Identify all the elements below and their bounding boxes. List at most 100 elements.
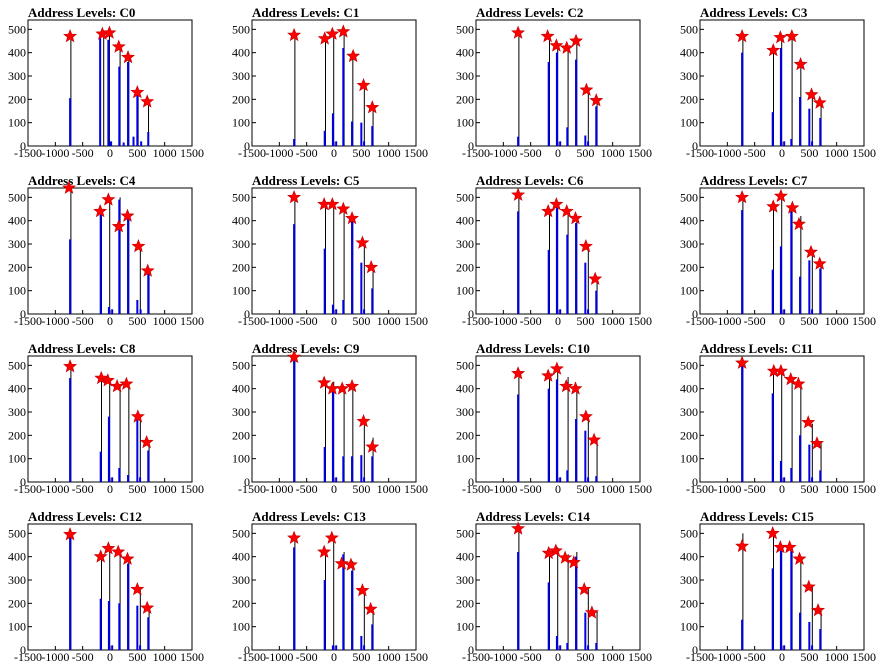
x-tick-label: 0 <box>555 146 561 160</box>
peak-marker <box>287 190 302 204</box>
peak-marker <box>287 349 302 364</box>
x-tick-label: -500 <box>744 314 766 328</box>
x-tick-label: 1000 <box>153 650 177 664</box>
peak-marker <box>566 555 581 569</box>
x-tick-label: 1500 <box>628 650 652 664</box>
peak-marker <box>541 368 556 382</box>
x-tick-label: 0 <box>555 650 561 664</box>
y-tick-label: 400 <box>456 46 474 60</box>
y-tick-label: 100 <box>456 116 474 130</box>
chart-panel: Address Levels: C3 -1500 -1000 -500 0 500 1000… <box>672 0 896 168</box>
peak-marker <box>111 39 126 53</box>
histogram-plot: -1500 -1000 -500 0 500 1000 1500 0 100 200 300 400 5… <box>232 19 428 160</box>
chart-panel: Address Levels: C4 -1500 -1000 -500 0 500 1000… <box>0 168 224 336</box>
x-tick-label: -1500 <box>238 146 266 160</box>
peak-marker <box>287 27 302 42</box>
chart-title: Address Levels: C11 <box>700 341 814 356</box>
y-tick-label: 200 <box>456 260 474 274</box>
y-tick-label: 400 <box>8 214 26 228</box>
histogram-plot: -1500 -1000 -500 0 500 1000 1500 0 100 200 300 400 5… <box>8 180 204 328</box>
x-tick-label: 1500 <box>628 314 652 328</box>
peak-marker <box>801 415 816 429</box>
x-tick-label: 500 <box>800 482 818 496</box>
y-tick-label: 0 <box>692 139 698 153</box>
peak-marker <box>784 29 799 43</box>
peak-marker <box>579 82 594 96</box>
x-tick-label: -500 <box>72 314 94 328</box>
chart-panel: Address Levels: C2 -1500 -1000 -500 0 500 1000… <box>448 0 672 168</box>
x-tick-label: -500 <box>72 146 94 160</box>
x-tick-label: 1000 <box>601 482 625 496</box>
x-tick-label: 0 <box>555 482 561 496</box>
y-tick-label: 300 <box>232 573 250 587</box>
peak-marker <box>365 439 380 453</box>
x-tick-label: 1500 <box>180 482 204 496</box>
y-tick-label: 100 <box>680 452 698 466</box>
peak-marker <box>793 57 808 71</box>
y-tick-label: 300 <box>232 405 250 419</box>
y-tick-label: 200 <box>232 260 250 274</box>
chart-title: Address Levels: C0 <box>28 5 136 20</box>
peak-marker <box>140 263 155 277</box>
x-tick-label: 500 <box>576 314 594 328</box>
x-tick-label: 1500 <box>404 482 428 496</box>
y-tick-label: 0 <box>20 643 26 657</box>
x-tick-label: -1000 <box>41 482 69 496</box>
x-tick-label: 500 <box>128 314 146 328</box>
y-tick-label: 400 <box>680 550 698 564</box>
peak-marker <box>810 436 824 450</box>
histogram-plot: -1500 -1000 -500 0 500 1000 1500 0 100 200 300 400 5… <box>8 19 204 160</box>
chart-panel: Address Levels: C14 -1500 -1000 -500 0 500 100… <box>448 504 672 672</box>
peak-marker <box>568 211 583 225</box>
y-tick-label: 500 <box>232 190 250 204</box>
x-tick-label: 0 <box>555 314 561 328</box>
x-tick-label: 1500 <box>852 146 876 160</box>
chart-title: Address Levels: C3 <box>700 5 808 20</box>
peak-marker <box>549 197 564 211</box>
chart-title: Address Levels: C12 <box>28 509 142 524</box>
peak-marker <box>355 583 370 597</box>
y-tick-label: 500 <box>456 190 474 204</box>
x-tick-label: -500 <box>520 650 542 664</box>
x-tick-label: 1000 <box>825 314 849 328</box>
x-tick-label: -1500 <box>686 650 714 664</box>
peak-marker <box>336 201 351 215</box>
y-tick-label: 100 <box>232 284 250 298</box>
peak-marker <box>325 197 340 211</box>
peak-marker <box>140 600 155 614</box>
plot-frame <box>27 19 193 147</box>
peak-marker <box>804 244 818 259</box>
peak-marker <box>584 605 599 619</box>
peak-marker <box>785 200 800 214</box>
chart-panel: Address Levels: C1 -1500 -1000 -500 0 500 1000… <box>224 0 448 168</box>
x-tick-label: -1000 <box>265 146 293 160</box>
x-tick-label: -1500 <box>238 650 266 664</box>
x-tick-label: -500 <box>520 314 542 328</box>
chart-title: Address Levels: C5 <box>252 173 360 188</box>
y-tick-label: 500 <box>8 22 26 36</box>
x-tick-label: 500 <box>352 482 370 496</box>
peak-marker <box>101 541 116 555</box>
y-tick-label: 100 <box>456 284 474 298</box>
y-tick-label: 0 <box>468 307 474 321</box>
peak-marker <box>791 216 806 231</box>
x-tick-label: 500 <box>352 650 370 664</box>
x-tick-label: -1000 <box>489 650 517 664</box>
chart-panel: Address Levels: C0 -1500 -1000 -500 0 500 1000… <box>0 0 224 168</box>
peak-marker <box>317 375 332 389</box>
x-tick-label: 1000 <box>601 650 625 664</box>
x-tick-label: 1000 <box>153 482 177 496</box>
peak-marker <box>812 95 827 109</box>
peak-marker <box>94 370 109 385</box>
y-tick-label: 0 <box>692 307 698 321</box>
peak-marker <box>735 29 750 43</box>
peak-marker <box>110 379 125 393</box>
peak-marker <box>559 204 574 218</box>
x-tick-label: 0 <box>107 314 113 328</box>
x-tick-label: 1500 <box>180 314 204 328</box>
x-tick-label: 0 <box>107 146 113 160</box>
y-tick-label: 500 <box>456 358 474 372</box>
y-tick-label: 200 <box>8 596 26 610</box>
peak-marker <box>334 556 349 570</box>
x-tick-label: 1000 <box>153 314 177 328</box>
